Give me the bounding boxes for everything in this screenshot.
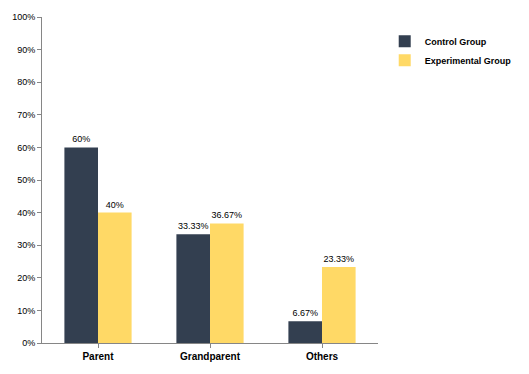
svg-text:33.33%: 33.33% <box>178 221 209 231</box>
svg-text:60%: 60% <box>17 143 35 153</box>
svg-text:Others: Others <box>306 351 339 362</box>
svg-text:90%: 90% <box>17 45 35 55</box>
svg-text:36.67%: 36.67% <box>212 210 243 220</box>
svg-text:20%: 20% <box>17 273 35 283</box>
svg-text:Experimental Group: Experimental Group <box>425 56 512 66</box>
svg-text:Grandparent: Grandparent <box>180 351 241 362</box>
svg-text:50%: 50% <box>17 175 35 185</box>
svg-text:10%: 10% <box>17 306 35 316</box>
svg-text:30%: 30% <box>17 240 35 250</box>
svg-text:0%: 0% <box>22 338 35 348</box>
svg-text:6.67%: 6.67% <box>292 308 318 318</box>
svg-text:Control Group: Control Group <box>425 37 487 47</box>
svg-text:70%: 70% <box>17 110 35 120</box>
svg-text:23.33%: 23.33% <box>324 254 355 264</box>
svg-text:40%: 40% <box>106 200 124 210</box>
svg-text:100%: 100% <box>12 12 35 22</box>
svg-text:Parent: Parent <box>82 351 114 362</box>
svg-text:60%: 60% <box>72 134 90 144</box>
svg-text:80%: 80% <box>17 77 35 87</box>
svg-text:40%: 40% <box>17 208 35 218</box>
